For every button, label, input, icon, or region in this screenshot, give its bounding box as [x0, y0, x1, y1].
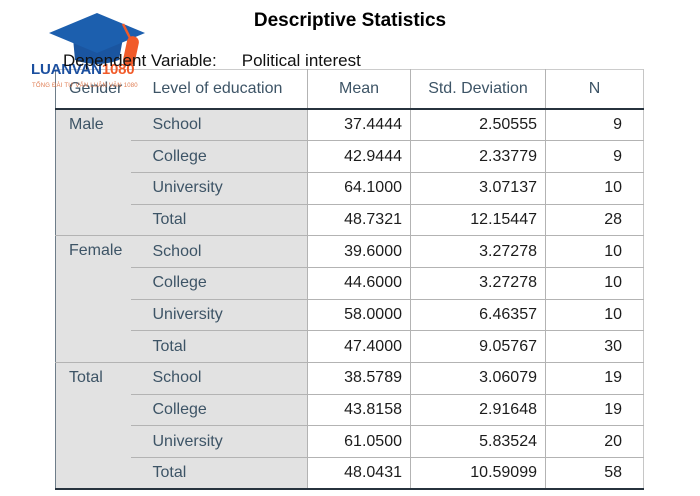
mean-cell: 48.0431 [307, 457, 411, 490]
logo-brand-blue: LUANVAN [31, 61, 102, 78]
logo-brand-orange: 1080 [101, 61, 135, 78]
table-header: Gender Level of education Mean Std. Devi… [55, 69, 644, 110]
table-row: Male School 37.4444 2.50555 9 [55, 108, 644, 236]
education-level-cell: School [130, 108, 308, 141]
n-cell: 10 [545, 298, 644, 331]
mean-cell: 64.1000 [307, 171, 411, 205]
mean-cell: 48.7321 [307, 203, 411, 236]
column-header-gender: Gender [55, 69, 131, 110]
table-row: Total 48.0431 10.59099 58 [56, 457, 644, 490]
std-deviation-cell: 9.05767 [410, 330, 546, 363]
gender-group-label: Total [55, 362, 131, 490]
education-level-cell: College [130, 393, 308, 426]
column-header-n: N [545, 69, 644, 110]
n-cell: 9 [545, 108, 644, 141]
table-row: College 43.8158 2.91648 19 [56, 393, 644, 426]
n-cell: 19 [545, 362, 644, 395]
table-row: Total School 38.5789 3.06079 19 [55, 362, 644, 490]
std-deviation-cell: 6.46357 [410, 298, 546, 331]
logo-tagline: TỔNG ĐÀI TƯ VẤN LUẬN VĂN 1080 [32, 83, 138, 89]
table-row: University 61.0500 5.83524 20 [56, 425, 644, 458]
table-row: Female School 39.6000 3.27278 10 [55, 235, 644, 363]
page-title: Descriptive Statistics [253, 10, 447, 31]
education-level-cell: University [130, 298, 308, 331]
gender-group-label: Female [55, 235, 131, 363]
n-cell: 9 [545, 140, 644, 173]
gender-group-label: Male [55, 108, 131, 236]
table-row: University 58.0000 6.46357 10 [56, 298, 644, 331]
std-deviation-cell: 5.83524 [410, 425, 546, 458]
table-row: University 64.1000 3.07137 10 [56, 171, 644, 205]
mean-cell: 61.0500 [307, 425, 411, 458]
education-level-cell: Total [130, 457, 308, 490]
table-row: College 42.9444 2.33779 9 [56, 140, 644, 173]
descriptive-statistics-table: Gender Level of education Mean Std. Devi… [55, 69, 644, 491]
dependent-variable-label: Dependent Variable: [63, 51, 217, 70]
education-level-cell: College [130, 266, 308, 300]
std-deviation-cell: 2.91648 [410, 393, 546, 426]
n-cell: 20 [545, 425, 644, 458]
std-deviation-cell: 3.07137 [410, 171, 546, 205]
n-cell: 28 [545, 203, 644, 236]
education-level-cell: Total [130, 203, 308, 236]
mean-cell: 58.0000 [307, 298, 411, 331]
dependent-variable-line: Dependent Variable: Political interest [63, 51, 361, 71]
table-row: Total 47.4000 9.05767 30 [56, 330, 644, 363]
std-deviation-cell: 3.27278 [410, 235, 546, 268]
education-level-cell: University [130, 425, 308, 458]
education-level-cell: Total [130, 330, 308, 363]
std-deviation-cell: 2.50555 [410, 108, 546, 141]
mean-cell: 44.6000 [307, 266, 411, 300]
std-deviation-cell: 3.06079 [410, 362, 546, 395]
n-cell: 58 [545, 457, 644, 490]
n-cell: 19 [545, 393, 644, 426]
education-level-cell: School [130, 362, 308, 395]
n-cell: 10 [545, 235, 644, 268]
mean-cell: 38.5789 [307, 362, 411, 395]
education-level-cell: University [130, 171, 308, 205]
education-level-cell: College [130, 140, 308, 173]
mean-cell: 39.6000 [307, 235, 411, 268]
n-cell: 10 [545, 171, 644, 205]
column-header-std-deviation: Std. Deviation [410, 69, 546, 110]
mean-cell: 37.4444 [307, 108, 411, 141]
logo-brand: LUANVAN1080 [31, 61, 135, 78]
table-row: Total 48.7321 12.15447 28 [56, 203, 644, 236]
std-deviation-cell: 3.27278 [410, 266, 546, 300]
dependent-variable-value: Political interest [241, 51, 361, 70]
mean-cell: 47.4000 [307, 330, 411, 363]
table-row: College 44.6000 3.27278 10 [56, 266, 644, 300]
mean-cell: 43.8158 [307, 393, 411, 426]
n-cell: 10 [545, 266, 644, 300]
std-deviation-cell: 10.59099 [410, 457, 546, 490]
table-body: Male School 37.4444 2.50555 9 College 42.9444 2… [55, 108, 644, 490]
graduation-cap-icon [49, 13, 145, 66]
std-deviation-cell: 12.15447 [410, 203, 546, 236]
std-deviation-cell: 2.33779 [410, 140, 546, 173]
mean-cell: 42.9444 [307, 140, 411, 173]
column-header-mean: Mean [307, 69, 411, 110]
table-header-row: Gender Level of education Mean Std. Devi… [55, 69, 644, 110]
n-cell: 30 [545, 330, 644, 363]
education-level-cell: School [130, 235, 308, 268]
column-header-level-of-education: Level of education [130, 69, 308, 110]
